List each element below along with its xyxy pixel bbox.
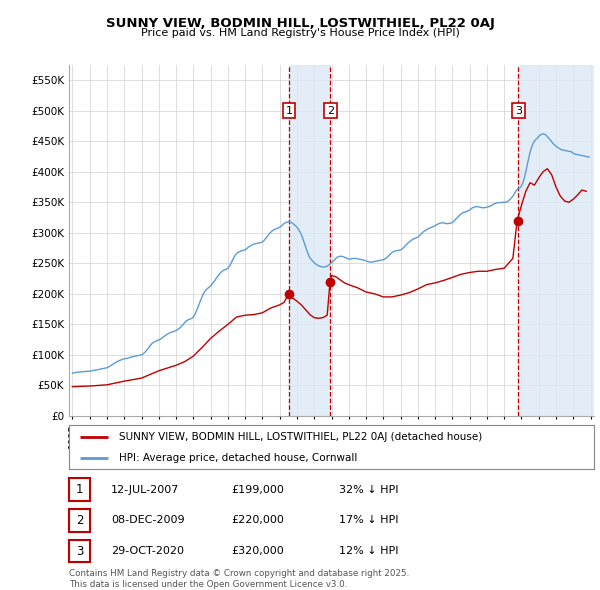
Text: HPI: Average price, detached house, Cornwall: HPI: Average price, detached house, Corn… xyxy=(119,453,357,463)
Text: 17% ↓ HPI: 17% ↓ HPI xyxy=(339,516,398,525)
Text: 3: 3 xyxy=(515,106,522,116)
Text: 32% ↓ HPI: 32% ↓ HPI xyxy=(339,485,398,494)
Bar xyxy=(289,65,331,416)
Text: 1: 1 xyxy=(286,106,292,116)
Bar xyxy=(518,65,600,416)
Text: 29-OCT-2020: 29-OCT-2020 xyxy=(111,546,184,556)
Text: 2: 2 xyxy=(327,106,334,116)
Text: 2: 2 xyxy=(76,514,83,527)
Text: SUNNY VIEW, BODMIN HILL, LOSTWITHIEL, PL22 0AJ (detached house): SUNNY VIEW, BODMIN HILL, LOSTWITHIEL, PL… xyxy=(119,432,482,442)
Text: 12-JUL-2007: 12-JUL-2007 xyxy=(111,485,179,494)
Text: 3: 3 xyxy=(76,545,83,558)
Text: SUNNY VIEW, BODMIN HILL, LOSTWITHIEL, PL22 0AJ: SUNNY VIEW, BODMIN HILL, LOSTWITHIEL, PL… xyxy=(106,17,494,30)
Text: Price paid vs. HM Land Registry's House Price Index (HPI): Price paid vs. HM Land Registry's House … xyxy=(140,28,460,38)
Text: 1: 1 xyxy=(76,483,83,496)
Text: Contains HM Land Registry data © Crown copyright and database right 2025.
This d: Contains HM Land Registry data © Crown c… xyxy=(69,569,409,589)
Text: £220,000: £220,000 xyxy=(231,516,284,525)
Text: £320,000: £320,000 xyxy=(231,546,284,556)
Text: £199,000: £199,000 xyxy=(231,485,284,494)
Text: 08-DEC-2009: 08-DEC-2009 xyxy=(111,516,185,525)
Text: 12% ↓ HPI: 12% ↓ HPI xyxy=(339,546,398,556)
